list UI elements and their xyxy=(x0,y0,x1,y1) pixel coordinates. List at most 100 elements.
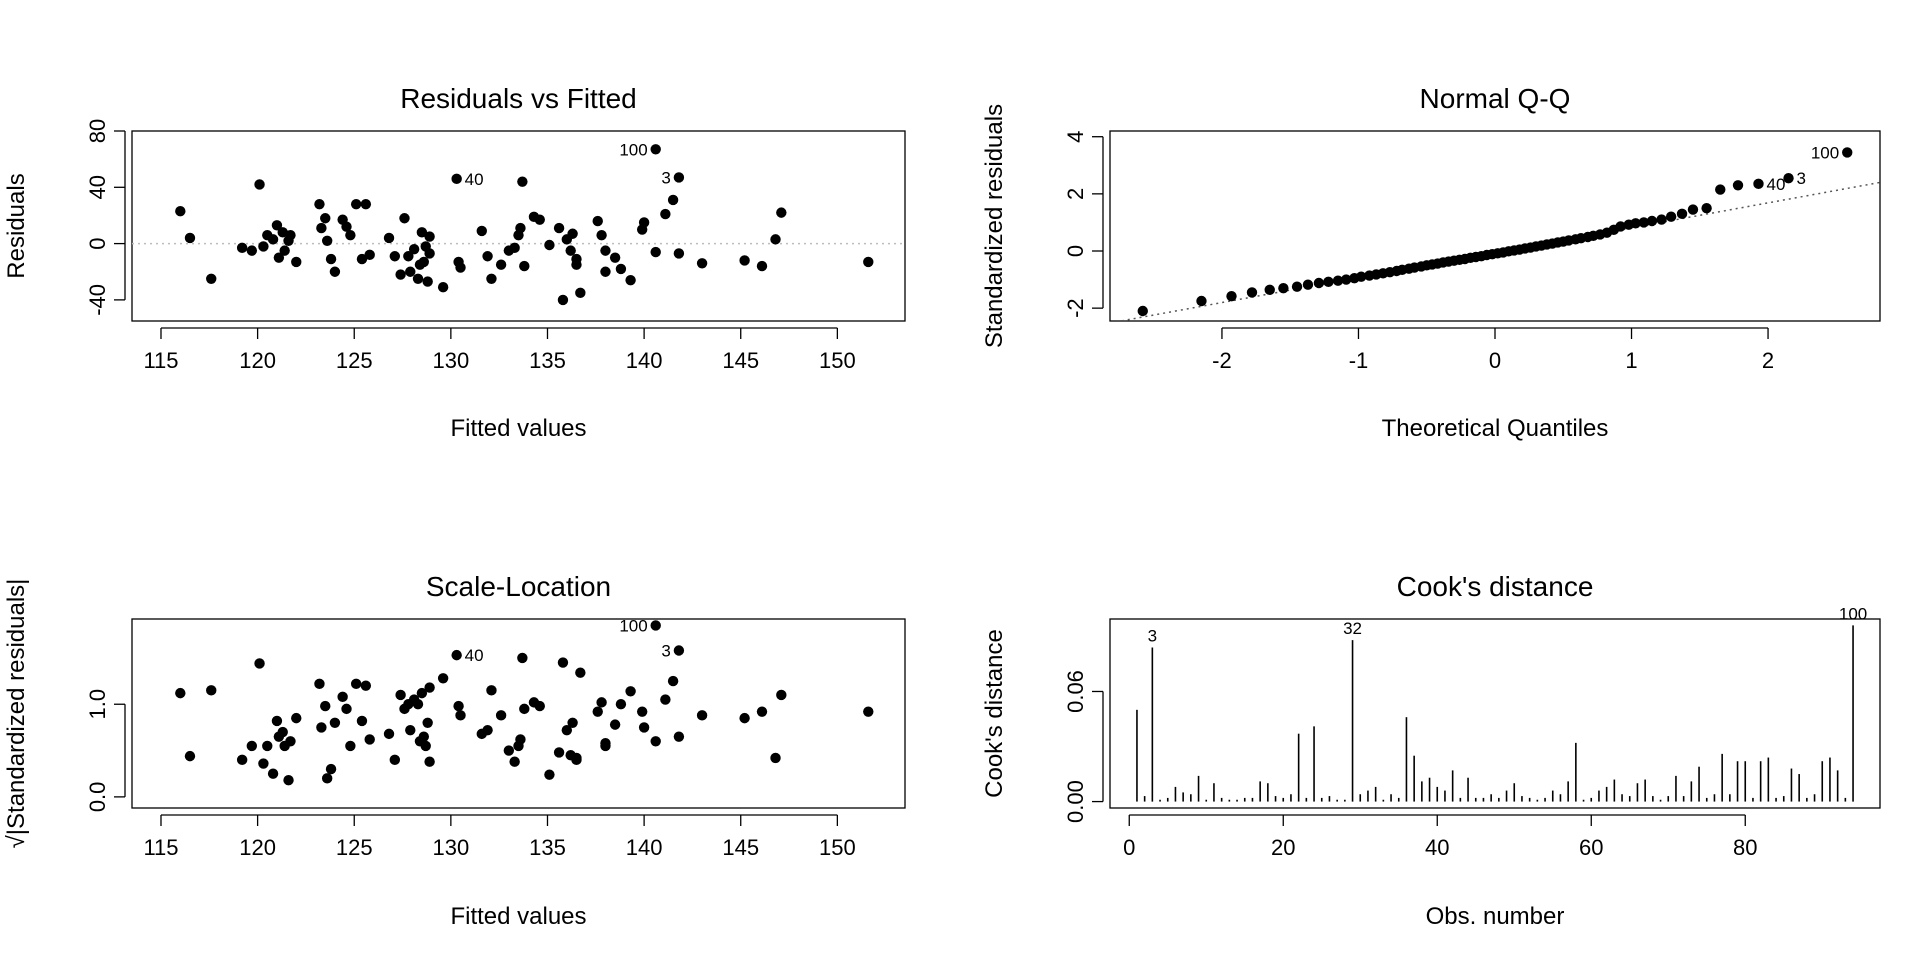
data-point xyxy=(553,747,565,758)
y-tick-label: 2 xyxy=(1063,188,1088,200)
data-point xyxy=(625,274,636,286)
x-tick-label: 125 xyxy=(336,348,373,373)
data-point xyxy=(321,235,333,246)
x-tick-label: 120 xyxy=(239,348,276,373)
x-tick-label: 20 xyxy=(1271,835,1295,860)
data-point xyxy=(776,689,787,701)
data-point xyxy=(1332,275,1344,286)
data-point xyxy=(553,222,565,234)
outlier-label: 3 xyxy=(1797,169,1806,188)
data-point xyxy=(482,251,493,262)
data-point xyxy=(267,234,279,245)
data-point xyxy=(557,657,569,668)
outlier-label: 40 xyxy=(465,646,484,665)
data-point xyxy=(673,645,685,656)
y-axis-label: √|Standardized residuals| xyxy=(3,579,30,849)
data-point xyxy=(356,253,368,265)
data-point xyxy=(1226,290,1237,302)
data-point xyxy=(1783,172,1794,184)
y-tick-label: 1.0 xyxy=(85,689,110,720)
data-point xyxy=(424,248,435,259)
data-point xyxy=(383,232,395,244)
data-point xyxy=(596,697,607,708)
x-axis-label: Fitted values xyxy=(450,903,586,930)
data-point xyxy=(325,253,337,265)
outlier-label: 100 xyxy=(1811,143,1839,162)
data-point xyxy=(1701,202,1712,214)
outlier-label: 100 xyxy=(1839,604,1867,623)
x-tick-label: 140 xyxy=(626,348,663,373)
data-point xyxy=(329,266,341,277)
data-point xyxy=(1656,214,1667,225)
x-tick-label: 150 xyxy=(819,348,856,373)
data-point xyxy=(575,667,586,678)
outlier-label: 3 xyxy=(661,168,670,187)
data-point xyxy=(696,258,708,269)
data-point xyxy=(1842,147,1853,158)
data-point xyxy=(667,194,679,206)
data-point xyxy=(1246,287,1258,298)
data-point xyxy=(412,699,424,710)
data-point xyxy=(503,745,515,756)
data-point xyxy=(271,715,283,727)
y-tick-label: 4 xyxy=(1063,131,1088,143)
data-point xyxy=(258,758,269,769)
data-point xyxy=(360,198,372,210)
data-point xyxy=(1687,204,1699,215)
data-point xyxy=(437,673,449,684)
chart-title: Scale-Location xyxy=(426,571,611,602)
data-point xyxy=(356,715,368,727)
data-point xyxy=(739,712,750,724)
data-point xyxy=(424,231,435,242)
data-point xyxy=(673,731,685,742)
data-point xyxy=(451,649,462,661)
data-point xyxy=(1196,295,1207,307)
x-tick-label: 130 xyxy=(433,348,470,373)
plot-area xyxy=(132,144,905,306)
data-point xyxy=(314,678,325,690)
data-point xyxy=(455,710,466,721)
x-axis-label: Fitted values xyxy=(450,415,586,442)
x-tick-label: 130 xyxy=(433,835,470,860)
data-point xyxy=(329,717,341,728)
chart-title: Residuals vs Fitted xyxy=(400,83,637,114)
y-tick-label: -40 xyxy=(85,284,110,316)
data-point xyxy=(321,773,333,784)
y-axis-label: Residuals xyxy=(3,173,30,278)
panel-1: Residuals vs Fitted Fitted values Residual… xyxy=(3,83,906,442)
x-tick-label: 125 xyxy=(336,835,373,860)
outlier-label: 100 xyxy=(619,140,647,159)
data-point xyxy=(476,225,487,237)
data-point xyxy=(600,740,611,752)
data-point xyxy=(863,256,874,268)
data-point xyxy=(1323,276,1334,288)
data-point xyxy=(416,687,428,699)
x-tick-label: 145 xyxy=(722,835,759,860)
x-tick-label: 0 xyxy=(1489,348,1501,373)
data-point xyxy=(515,222,526,234)
data-point xyxy=(519,703,530,715)
data-point xyxy=(389,251,401,262)
data-point xyxy=(364,249,375,261)
data-point xyxy=(1732,180,1744,191)
data-point xyxy=(615,263,627,275)
chart-title: Normal Q-Q xyxy=(1420,83,1571,114)
data-point xyxy=(291,712,302,724)
data-point xyxy=(246,245,258,256)
plot-area xyxy=(175,620,874,786)
data-point xyxy=(1340,274,1352,285)
data-point xyxy=(660,208,671,220)
data-point xyxy=(561,724,573,736)
y-tick-label: 0 xyxy=(85,237,110,249)
data-point xyxy=(1676,208,1688,220)
data-point xyxy=(770,752,781,764)
data-point xyxy=(1137,305,1148,317)
outlier-label: 32 xyxy=(1343,619,1362,638)
plot-area xyxy=(1136,625,1854,802)
data-point xyxy=(267,768,279,779)
data-point xyxy=(254,658,265,669)
data-point xyxy=(863,706,874,717)
data-point xyxy=(246,740,258,752)
data-point xyxy=(1278,282,1289,294)
